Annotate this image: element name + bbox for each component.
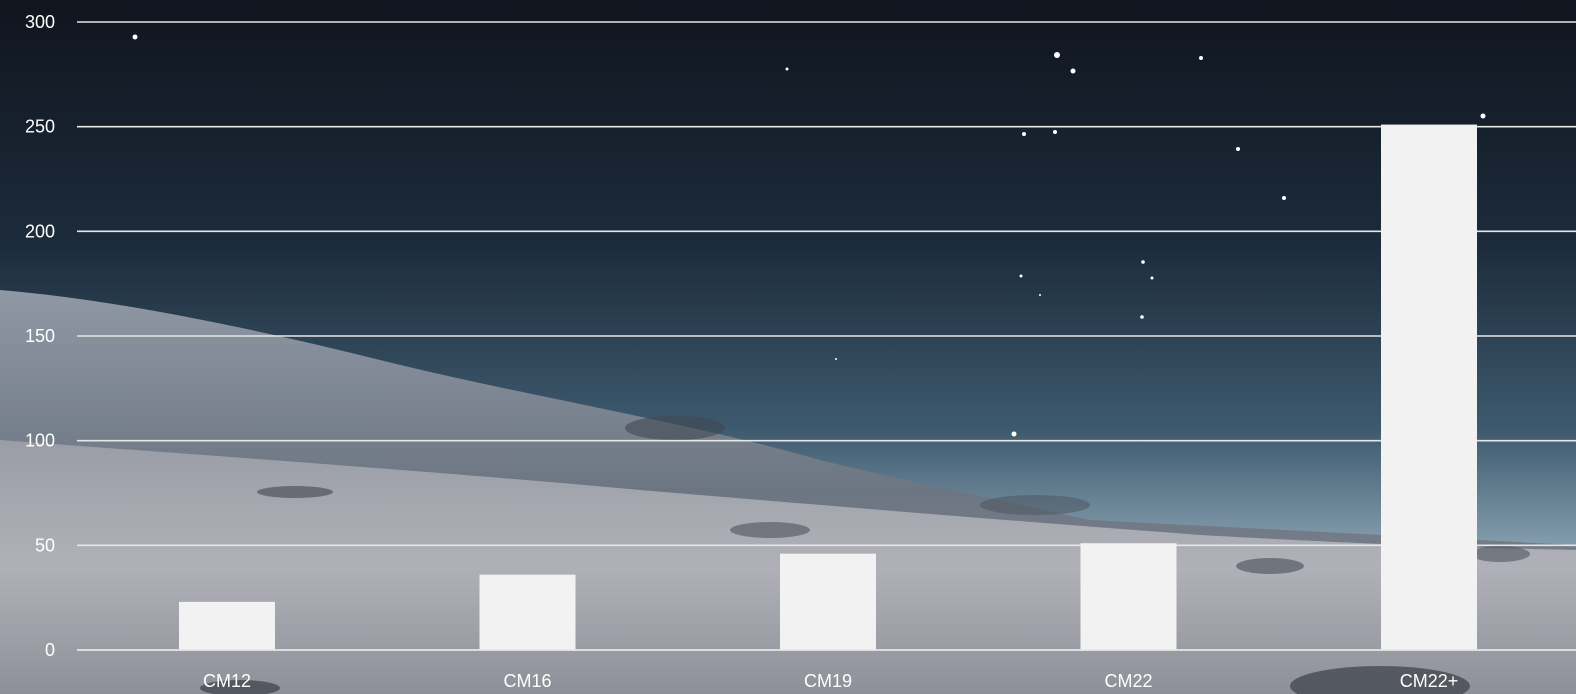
x-category-label: CM12: [203, 671, 251, 691]
y-tick-label: 200: [25, 221, 55, 241]
x-category-label: CM19: [804, 671, 852, 691]
bar-cm22-plus: [1381, 124, 1477, 650]
bars: [77, 124, 1576, 651]
x-axis-category-labels: CM12 CM16 CM19 CM22 CM22+: [203, 671, 1458, 691]
y-tick-label: 150: [25, 326, 55, 346]
bar-cm22: [1080, 543, 1177, 650]
y-tick-label: 100: [25, 431, 55, 451]
x-category-label: CM22: [1104, 671, 1152, 691]
y-tick-label: 0: [45, 640, 55, 660]
bar-cm12: [179, 601, 275, 650]
y-tick-label: 50: [35, 535, 55, 555]
y-tick-label: 250: [25, 117, 55, 137]
y-axis-tick-labels: 0 50 100 150 200 250 300: [25, 12, 55, 660]
x-category-label: CM22+: [1400, 671, 1459, 691]
bar-cm16: [479, 574, 576, 650]
bar-cm19: [780, 553, 876, 650]
y-tick-label: 300: [25, 12, 55, 32]
x-category-label: CM16: [503, 671, 551, 691]
